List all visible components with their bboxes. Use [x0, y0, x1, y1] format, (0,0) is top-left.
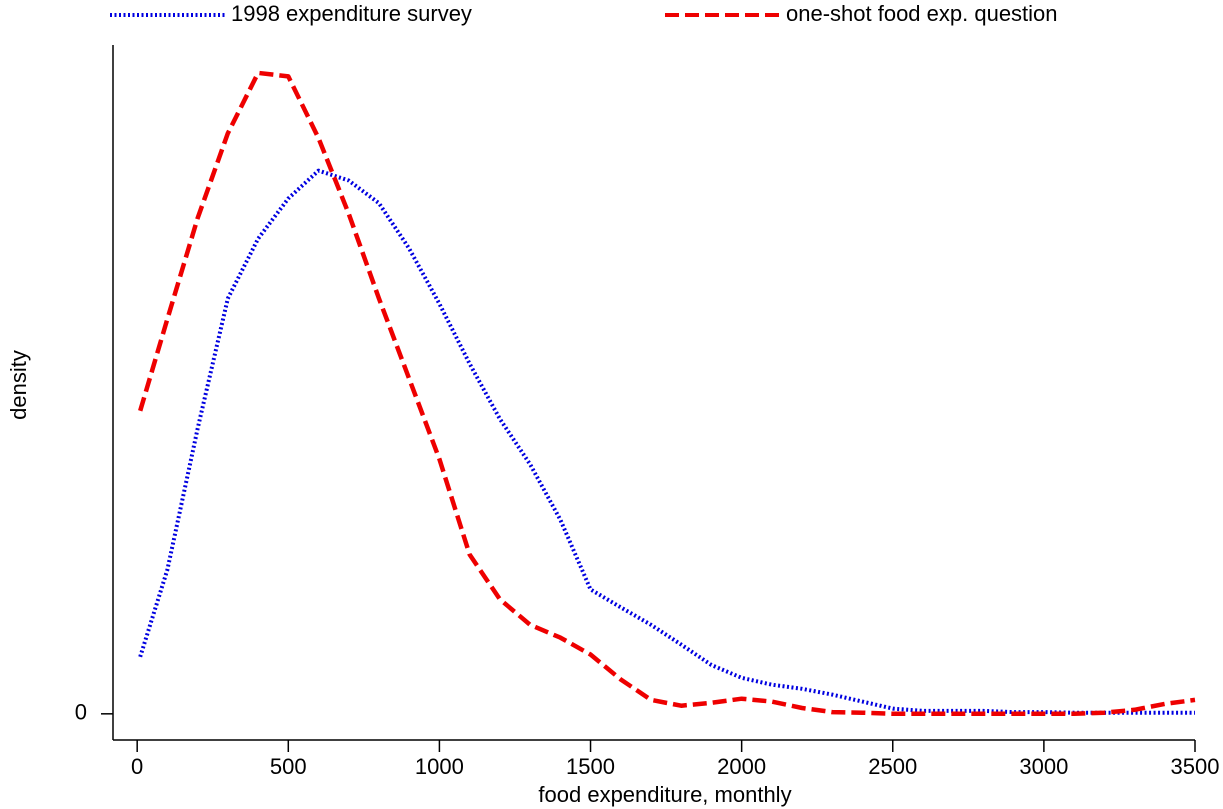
x-tick-label: 2500	[868, 754, 917, 779]
legend-label: 1998 expenditure survey	[231, 1, 472, 26]
x-tick-label: 2000	[717, 754, 766, 779]
x-tick-label: 500	[270, 754, 307, 779]
x-tick-label: 3500	[1171, 754, 1220, 779]
legend-label: one-shot food exp. question	[786, 1, 1058, 26]
x-tick-label: 1000	[415, 754, 464, 779]
x-axis-label: food expenditure, monthly	[538, 782, 791, 807]
line-series	[138, 168, 1195, 715]
y-axis-label: density	[6, 350, 31, 420]
line-series	[138, 70, 1196, 717]
x-tick-label: 3000	[1019, 754, 1068, 779]
x-tick-label: 1500	[566, 754, 615, 779]
y-tick-label: 0	[75, 700, 87, 725]
x-tick-label: 0	[131, 754, 143, 779]
